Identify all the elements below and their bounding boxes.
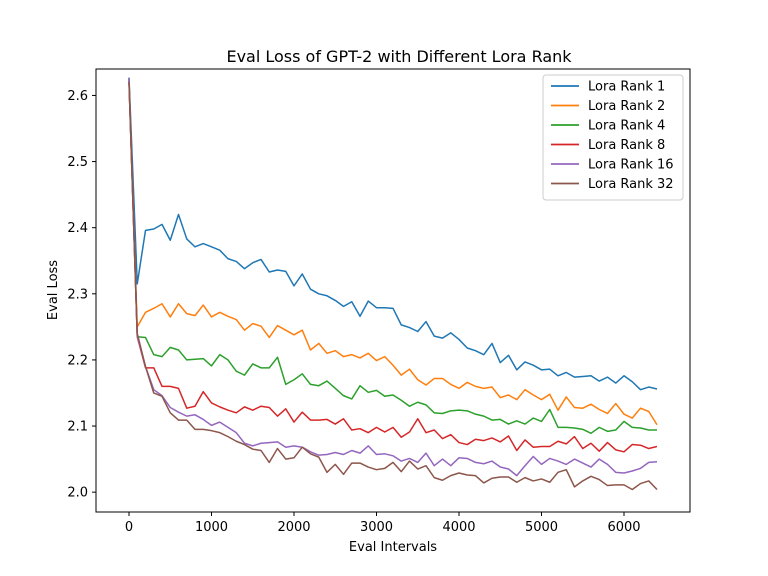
y-tick-label: 2.0: [67, 486, 88, 501]
series-line-6: [128, 82, 658, 491]
legend-label: Lora Rank 1: [588, 80, 665, 95]
y-tick-label: 2.5: [67, 155, 88, 170]
y-tick-label: 2.1: [67, 420, 88, 435]
y-tick-label: 2.3: [67, 287, 88, 302]
series-line-3: [128, 78, 657, 435]
chart-title: Eval Loss of GPT-2 with Different Lora R…: [226, 47, 572, 66]
legend-label: Lora Rank 32: [588, 177, 674, 192]
x-tick-label: 4000: [442, 520, 475, 535]
x-tick-label: 6000: [607, 520, 640, 535]
legend-label: Lora Rank 4: [588, 119, 665, 134]
legend: Lora Rank 1 Lora Rank 2 Lora Rank 4 Lora Ra…: [542, 74, 684, 201]
y-tick-label: 2.2: [67, 353, 88, 368]
y-tick-label: 2.4: [67, 221, 88, 236]
series-line-4: [128, 80, 658, 453]
x-tick-label: 5000: [525, 520, 558, 535]
x-axis-ticks: 0 1000 2000 3000 4000 5000 6000: [125, 512, 641, 535]
series-line-2: [128, 82, 658, 426]
x-tick-label: 2000: [277, 520, 310, 535]
y-axis-label: Eval Loss: [46, 260, 61, 320]
y-axis-ticks: 2.0 2.1 2.2 2.3 2.4 2.5 2.6: [67, 89, 96, 501]
series-line-1: [128, 77, 658, 391]
legend-label: Lora Rank 8: [588, 138, 665, 153]
plot-frame: [95, 68, 691, 513]
series-lines: [128, 77, 658, 491]
legend-label: Lora Rank 16: [588, 158, 674, 173]
legend-label: Lora Rank 2: [588, 99, 665, 114]
series-line-5: [128, 78, 658, 477]
x-axis-label: Eval Intervals: [349, 540, 437, 555]
y-tick-label: 2.6: [67, 89, 88, 104]
x-tick-label: 1000: [195, 520, 228, 535]
x-tick-label: 3000: [360, 520, 393, 535]
x-tick-label: 0: [125, 520, 133, 535]
